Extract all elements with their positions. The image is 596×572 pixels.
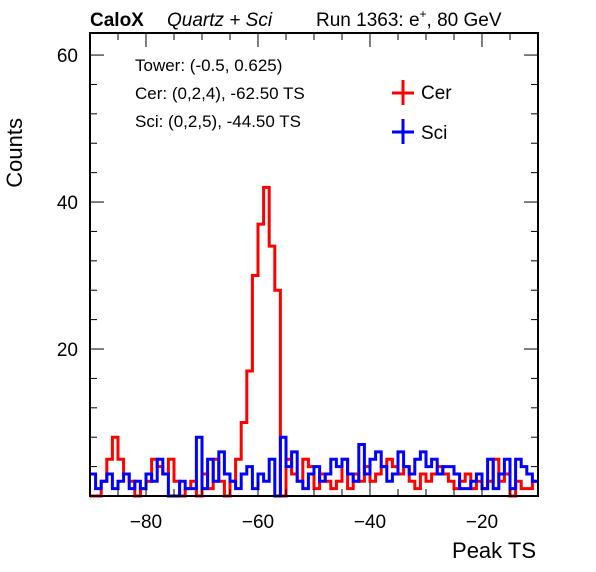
plot-area: −80 −60 −40 −20 20 40 60 bbox=[57, 32, 539, 533]
annotation-cer: Cer: (0,2,4), -62.50 TS bbox=[135, 84, 305, 103]
header-run-prefix: Run 1363: e bbox=[316, 10, 420, 31]
y-tick-label: 20 bbox=[57, 340, 78, 361]
y-tick-label: 40 bbox=[57, 193, 78, 214]
x-axis-label: Peak TS bbox=[452, 538, 536, 563]
x-tick-label: −40 bbox=[354, 512, 386, 533]
x-tick-label: −80 bbox=[130, 512, 162, 533]
y-tick-label: 60 bbox=[57, 46, 78, 67]
x-tick-label: −60 bbox=[242, 512, 274, 533]
legend: Cer Sci bbox=[392, 80, 452, 144]
header-mode: Quartz + Sci bbox=[167, 10, 273, 31]
header-run-suffix: , 80 GeV bbox=[427, 10, 502, 31]
header-run: Run 1363: e+, 80 GeV bbox=[316, 7, 502, 31]
annotation-tower: Tower: (-0.5, 0.625) bbox=[135, 56, 282, 75]
y-axis-label: Counts bbox=[2, 118, 27, 188]
legend-marker-sci bbox=[392, 119, 414, 144]
series-line-sci bbox=[90, 435, 538, 498]
legend-label-sci: Sci bbox=[421, 123, 447, 144]
legend-marker-cer bbox=[392, 80, 414, 105]
annotation-sci: Sci: (0,2,5), -44.50 TS bbox=[135, 112, 301, 131]
header-run-sup: + bbox=[420, 7, 427, 21]
series-line-cer bbox=[90, 185, 538, 498]
header-brand: CaloX bbox=[90, 10, 144, 31]
legend-label-cer: Cer bbox=[421, 83, 452, 104]
x-tick-label: −20 bbox=[466, 512, 498, 533]
